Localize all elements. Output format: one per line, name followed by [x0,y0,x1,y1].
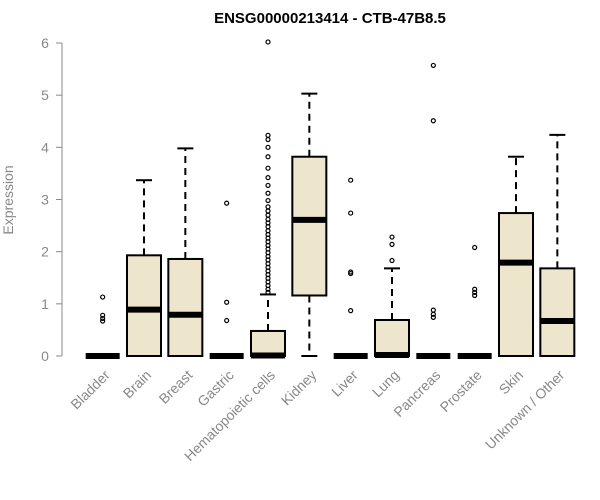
box-iqr [539,267,576,357]
outlier-point [389,257,395,264]
box-group-skin [498,155,534,357]
y-tick-label: 3 [41,192,49,208]
y-axis: 0 1 2 3 4 5 6 [41,35,63,364]
box-iqr [126,254,162,357]
outlier-point [430,62,436,69]
outlier-point [100,312,106,318]
x-tick-label: Brain [120,367,154,401]
box-iqr [498,212,534,357]
outlier-point [100,318,106,324]
outlier-point [265,212,271,218]
outlier-point [472,289,478,295]
box-group-gastric [209,200,244,359]
box-group-liver [333,177,368,359]
outlier-point [430,307,436,313]
box-iqr [291,155,328,297]
outlier-point [430,118,436,124]
outlier-point [265,165,271,171]
x-tick-label: Liver [328,367,361,400]
y-tick-label: 1 [41,296,49,312]
y-tick-label: 4 [41,139,49,155]
x-tick-label: Bladder [67,367,113,413]
box-group-unknown-other [539,133,576,357]
box-group-breast [167,147,204,357]
outlier-point [265,132,271,138]
box-group-lung [374,234,410,358]
x-tick-label: Skin [496,367,527,398]
outlier-point [389,234,395,240]
box-iqr [250,329,286,357]
x-tick-label: Prostate [437,367,485,415]
outlier-point [100,315,106,322]
outlier-point [348,177,354,183]
outlier-point [265,204,271,210]
outlier-point [265,174,271,181]
outlier-point [265,289,271,295]
outlier-point [265,182,271,189]
box-iqr [374,319,410,358]
outlier-point [224,200,230,206]
outlier-point [348,210,354,216]
outlier-point [224,299,230,305]
outlier-point [472,244,478,251]
outlier-point [265,39,271,45]
box-group-brain [126,179,162,357]
outlier-point [265,286,271,292]
box-group-prostate [457,244,492,359]
outlier-point [100,294,106,300]
box-group-bladder [85,294,120,359]
outlier-point [265,154,271,160]
outlier-point [265,144,271,150]
box-group-hematopoietic-cells [250,39,286,359]
box-group-kidney [291,92,328,357]
y-axis-label: Expression [0,165,16,234]
outlier-point [472,292,478,299]
y-tick-label: 2 [41,244,49,260]
box-group-pancreas [416,62,451,359]
y-tick-label: 5 [41,87,49,103]
outlier-point [348,270,354,277]
y-tick-label: 6 [41,35,49,51]
x-tick-label: Kidney [278,367,320,409]
plot-area [85,39,576,359]
outlier-point [265,197,271,204]
outlier-point [430,311,436,317]
outlier-point [265,208,271,214]
outlier-point [430,314,436,320]
x-tick-label: Breast [156,367,196,407]
outlier-point [265,190,271,196]
outlier-point [224,317,230,324]
outlier-point [265,136,271,143]
chart-title: ENSG00000213414 - CTB-47B8.5 [214,10,446,27]
outlier-point [389,241,395,247]
outlier-point [348,308,354,314]
outlier-point [472,286,478,292]
x-tick-label: Lung [369,367,402,400]
y-tick-label: 0 [41,348,49,364]
box-iqr [167,257,204,357]
